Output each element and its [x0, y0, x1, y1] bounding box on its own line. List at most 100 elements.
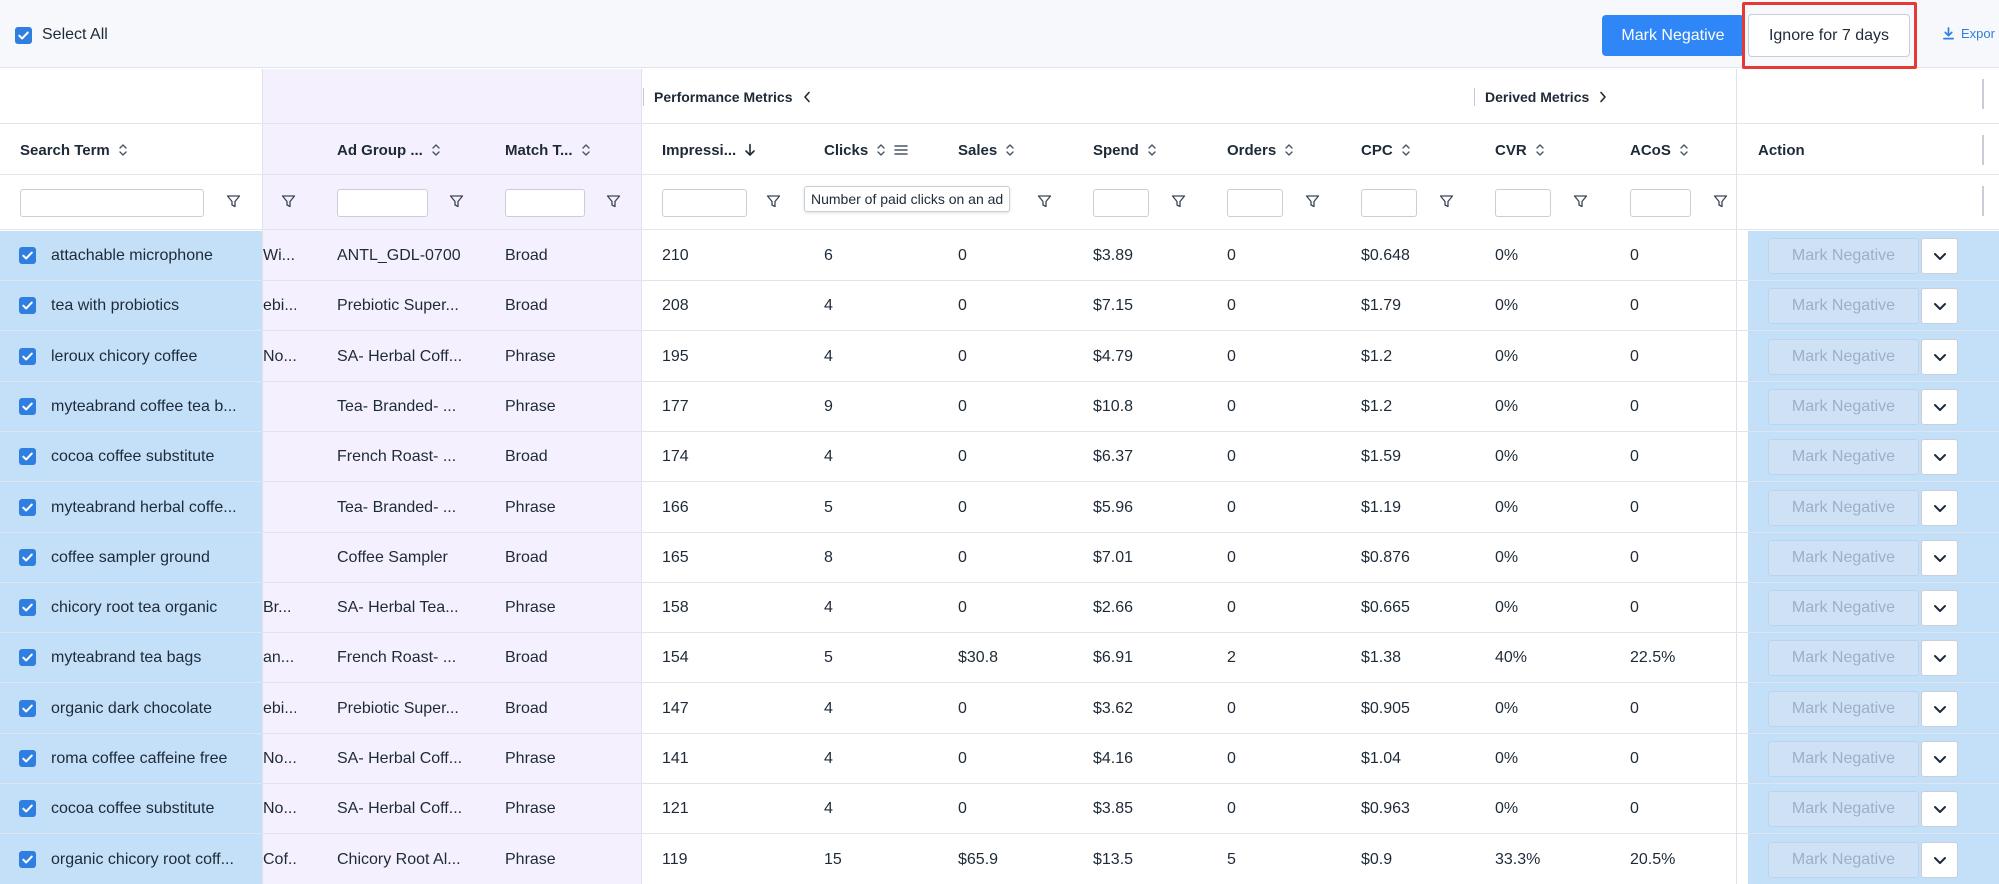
row-checkbox[interactable]: [19, 700, 36, 717]
row-mark-negative-button[interactable]: Mark Negative: [1768, 490, 1919, 526]
sort-icon[interactable]: [1284, 143, 1294, 157]
cpc-filter-input[interactable]: [1361, 189, 1417, 217]
row-action-dropdown-button[interactable]: [1921, 490, 1958, 526]
row-mark-negative-button[interactable]: Mark Negative: [1768, 540, 1919, 576]
row-checkbox[interactable]: [19, 599, 36, 616]
filter-icon[interactable]: [1713, 194, 1728, 209]
sort-icon[interactable]: [1401, 143, 1411, 157]
row-mark-negative-button[interactable]: Mark Negative: [1768, 691, 1919, 727]
header-spend[interactable]: Spend: [1093, 125, 1157, 175]
scrollbar-thumb[interactable]: [1982, 79, 1984, 109]
table-row[interactable]: leroux chicory coffee No... SA- Herbal Cof…: [0, 332, 1999, 382]
search-term-filter-input[interactable]: [20, 189, 204, 217]
header-orders[interactable]: Orders: [1227, 125, 1294, 175]
row-mark-negative-button[interactable]: Mark Negative: [1768, 842, 1919, 878]
row-action-dropdown-button[interactable]: [1921, 339, 1958, 375]
chevron-right-icon[interactable]: [1599, 91, 1607, 103]
table-row[interactable]: organic dark chocolate ebi... Prebiotic Su…: [0, 684, 1999, 734]
row-checkbox[interactable]: [19, 398, 36, 415]
scrollbar-thumb[interactable]: [1982, 135, 1984, 165]
header-clicks[interactable]: Clicks: [824, 125, 908, 175]
sort-icon[interactable]: [1147, 143, 1157, 157]
row-checkbox[interactable]: [19, 348, 36, 365]
header-search-term[interactable]: Search Term: [20, 125, 128, 175]
chevron-left-icon[interactable]: [803, 91, 811, 103]
row-action-dropdown-button[interactable]: [1921, 389, 1958, 425]
table-row[interactable]: chicory root tea organic Br... SA- Herbal …: [0, 583, 1999, 633]
row-checkbox[interactable]: [19, 750, 36, 767]
row-checkbox[interactable]: [19, 499, 36, 516]
row-action-dropdown-button[interactable]: [1921, 842, 1958, 878]
row-action-dropdown-button[interactable]: [1921, 791, 1958, 827]
match-type-filter-input[interactable]: [505, 189, 585, 217]
row-mark-negative-button[interactable]: Mark Negative: [1768, 640, 1919, 676]
row-action-dropdown-button[interactable]: [1921, 741, 1958, 777]
select-all-checkbox[interactable]: [15, 26, 32, 44]
row-checkbox[interactable]: [19, 851, 36, 868]
table-row[interactable]: myteabrand tea bags an... French Roast- ..…: [0, 633, 1999, 683]
orders-filter-input[interactable]: [1227, 189, 1283, 217]
table-row[interactable]: attachable microphone Wi... ANTL_GDL-0700 B…: [0, 231, 1999, 281]
select-all[interactable]: Select All: [15, 26, 108, 44]
row-checkbox[interactable]: [19, 649, 36, 666]
row-checkbox[interactable]: [19, 247, 36, 264]
sort-descending-icon[interactable]: [744, 143, 756, 157]
sort-icon[interactable]: [1535, 143, 1545, 157]
row-action-dropdown-button[interactable]: [1921, 238, 1958, 274]
row-action-dropdown-button[interactable]: [1921, 439, 1958, 475]
filter-icon[interactable]: [226, 194, 241, 209]
sort-icon[interactable]: [581, 143, 591, 157]
row-mark-negative-button[interactable]: Mark Negative: [1768, 238, 1919, 274]
table-row[interactable]: coffee sampler ground Coffee Sampler Broad…: [0, 533, 1999, 583]
header-impressions[interactable]: Impressi...: [662, 125, 756, 175]
table-row[interactable]: myteabrand coffee tea b... Tea- Branded- …: [0, 382, 1999, 432]
table-row[interactable]: roma coffee caffeine free No... SA- Herbal…: [0, 734, 1999, 784]
group-performance-metrics[interactable]: Performance Metrics: [643, 69, 811, 124]
filter-icon[interactable]: [1573, 194, 1588, 209]
header-sales[interactable]: Sales: [958, 125, 1015, 175]
row-checkbox[interactable]: [19, 549, 36, 566]
filter-icon[interactable]: [1171, 194, 1186, 209]
table-row[interactable]: cocoa coffee substitute No... SA- Herbal C…: [0, 784, 1999, 834]
row-mark-negative-button[interactable]: Mark Negative: [1768, 439, 1919, 475]
sort-icon[interactable]: [1679, 143, 1689, 157]
sort-icon[interactable]: [431, 143, 441, 157]
row-mark-negative-button[interactable]: Mark Negative: [1768, 339, 1919, 375]
table-row[interactable]: myteabrand herbal coffe... Tea- Branded- …: [0, 483, 1999, 533]
row-action-dropdown-button[interactable]: [1921, 540, 1958, 576]
filter-icon[interactable]: [449, 194, 464, 209]
spend-filter-input[interactable]: [1093, 189, 1149, 217]
ad-group-filter-input[interactable]: [337, 189, 428, 217]
header-ad-group[interactable]: Ad Group ...: [337, 125, 441, 175]
sort-icon[interactable]: [1005, 143, 1015, 157]
ignore-7-days-button[interactable]: Ignore for 7 days: [1748, 14, 1910, 57]
row-mark-negative-button[interactable]: Mark Negative: [1768, 590, 1919, 626]
filter-icon[interactable]: [1439, 194, 1454, 209]
row-mark-negative-button[interactable]: Mark Negative: [1768, 741, 1919, 777]
row-action-dropdown-button[interactable]: [1921, 691, 1958, 727]
row-action-dropdown-button[interactable]: [1921, 288, 1958, 324]
impressions-filter-input[interactable]: [662, 189, 747, 217]
scrollbar-thumb[interactable]: [1982, 186, 1984, 216]
header-match-type[interactable]: Match T...: [505, 125, 591, 175]
row-mark-negative-button[interactable]: Mark Negative: [1768, 791, 1919, 827]
filter-icon[interactable]: [1305, 194, 1320, 209]
sort-icon[interactable]: [876, 143, 886, 157]
table-row[interactable]: tea with probiotics ebi... Prebiotic Super…: [0, 281, 1999, 331]
row-checkbox[interactable]: [19, 800, 36, 817]
row-mark-negative-button[interactable]: Mark Negative: [1768, 288, 1919, 324]
mark-negative-button[interactable]: Mark Negative: [1602, 15, 1744, 56]
header-cpc[interactable]: CPC: [1361, 125, 1411, 175]
header-cvr[interactable]: CVR: [1495, 125, 1545, 175]
filter-icon[interactable]: [281, 194, 296, 209]
row-action-dropdown-button[interactable]: [1921, 590, 1958, 626]
group-derived-metrics[interactable]: Derived Metrics: [1474, 69, 1607, 124]
row-checkbox[interactable]: [19, 297, 36, 314]
cvr-filter-input[interactable]: [1495, 189, 1551, 217]
filter-icon[interactable]: [1037, 194, 1052, 209]
filter-icon[interactable]: [606, 194, 621, 209]
table-row[interactable]: organic chicory root coff... Cof... Chicor…: [0, 835, 1999, 884]
row-mark-negative-button[interactable]: Mark Negative: [1768, 389, 1919, 425]
export-link[interactable]: Expor: [1942, 26, 1995, 41]
row-checkbox[interactable]: [19, 448, 36, 465]
